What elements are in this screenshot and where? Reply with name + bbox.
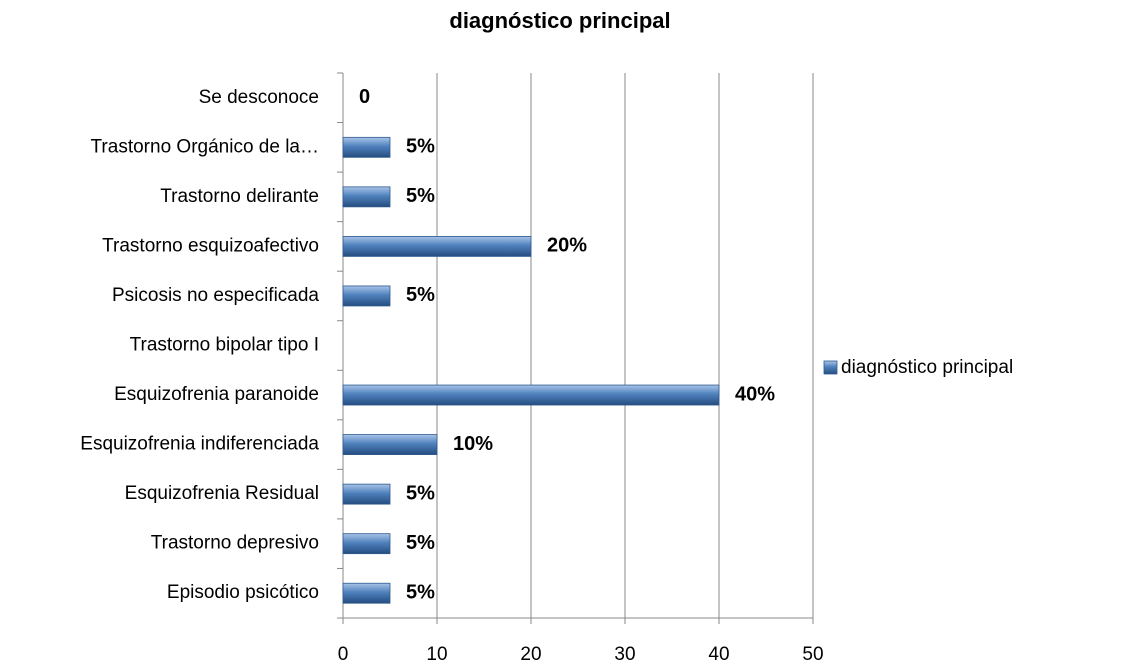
value-label: 20% <box>547 235 587 257</box>
bar <box>342 582 391 604</box>
legend-label: diagnóstico principal <box>841 357 1013 378</box>
y-tick-label: Trastorno bipolar tipo I <box>130 335 319 356</box>
y-tick-label: Esquizofrenia paranoide <box>114 384 319 405</box>
value-label: 5% <box>406 136 435 158</box>
y-tick-label: Trastorno Orgánico de la… <box>91 136 319 157</box>
x-tick-label: 50 <box>802 644 823 665</box>
bar <box>342 533 391 555</box>
value-label: 5% <box>406 532 435 554</box>
x-tick-label: 10 <box>426 644 447 665</box>
x-tick-label: 20 <box>520 644 541 665</box>
value-label: 0 <box>359 86 370 108</box>
bar <box>342 186 391 208</box>
bar <box>342 236 532 257</box>
value-label: 5% <box>406 284 435 306</box>
bar <box>342 285 391 307</box>
y-tick-label: Trastorno delirante <box>160 186 319 207</box>
y-tick-label: Trastorno depresivo <box>151 533 319 554</box>
y-tick-label: Psicosis no especificada <box>112 285 319 306</box>
y-tick-label: Episodio psicótico <box>167 582 319 603</box>
value-label: 5% <box>406 482 435 504</box>
bar <box>342 384 720 406</box>
chart-title: diagnóstico principal <box>449 8 670 33</box>
y-tick-label: Esquizofrenia Residual <box>125 483 319 504</box>
bar <box>342 483 391 505</box>
bar <box>342 434 438 455</box>
x-tick-label: 0 <box>338 644 349 665</box>
legend-swatch <box>823 360 838 375</box>
x-tick-label: 30 <box>614 644 635 665</box>
y-tick-label: Se desconoce <box>199 87 319 108</box>
value-label: 5% <box>406 582 435 604</box>
value-label: 10% <box>453 433 493 455</box>
value-label: 5% <box>406 185 435 207</box>
y-tick-label: Trastorno esquizoafectivo <box>102 235 319 256</box>
x-tick-label: 40 <box>708 644 729 665</box>
bar <box>342 136 391 158</box>
value-label: 40% <box>735 383 775 405</box>
y-tick-label: Esquizofrenia indiferenciada <box>80 434 319 455</box>
